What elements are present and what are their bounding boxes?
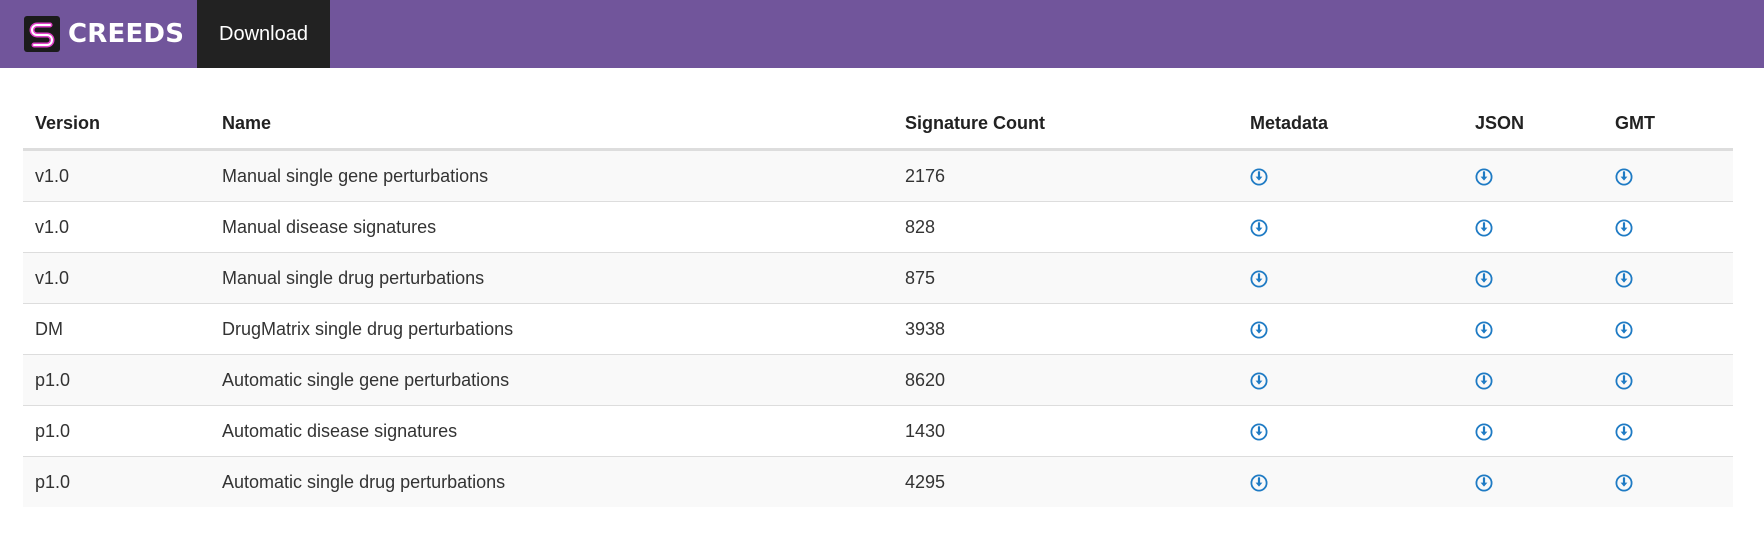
header-gmt: GMT	[1603, 98, 1733, 151]
cell-name: Manual single gene perturbations	[210, 149, 893, 202]
cell-gmt-download	[1603, 252, 1733, 304]
download-gmt-icon[interactable]	[1615, 168, 1633, 186]
navbar: CREEDS Download	[0, 0, 1764, 68]
cell-version: p1.0	[23, 354, 210, 406]
cell-name: Automatic single drug perturbations	[210, 456, 893, 507]
download-json-icon[interactable]	[1475, 168, 1493, 186]
download-json-icon[interactable]	[1475, 270, 1493, 288]
brand-name: CREEDS	[68, 19, 185, 49]
cell-gmt-download	[1603, 303, 1733, 355]
header-metadata: Metadata	[1238, 98, 1463, 151]
cell-name: DrugMatrix single drug perturbations	[210, 303, 893, 355]
download-gmt-icon[interactable]	[1615, 270, 1633, 288]
download-metadata-icon[interactable]	[1250, 270, 1268, 288]
header-version: Version	[23, 98, 210, 151]
cell-version: p1.0	[23, 456, 210, 507]
cell-metadata-download	[1238, 405, 1463, 457]
table-row: p1.0 Automatic disease signatures 1430	[23, 405, 1733, 457]
header-signature-count: Signature Count	[893, 98, 1238, 151]
cell-name: Automatic single gene perturbations	[210, 354, 893, 406]
download-gmt-icon[interactable]	[1615, 474, 1633, 492]
cell-version: v1.0	[23, 252, 210, 304]
download-json-icon[interactable]	[1475, 474, 1493, 492]
cell-version: v1.0	[23, 149, 210, 202]
download-metadata-icon[interactable]	[1250, 372, 1268, 390]
cell-json-download	[1463, 456, 1603, 507]
cell-metadata-download	[1238, 456, 1463, 507]
download-metadata-icon[interactable]	[1250, 168, 1268, 186]
header-json: JSON	[1463, 98, 1603, 151]
download-gmt-icon[interactable]	[1615, 219, 1633, 237]
download-metadata-icon[interactable]	[1250, 219, 1268, 237]
cell-signature-count: 3938	[893, 303, 1238, 355]
cell-metadata-download	[1238, 303, 1463, 355]
table-row: p1.0 Automatic single drug perturbations 4…	[23, 456, 1733, 507]
cell-gmt-download	[1603, 149, 1733, 202]
cell-signature-count: 8620	[893, 354, 1238, 406]
cell-name: Manual single drug perturbations	[210, 252, 893, 304]
download-metadata-icon[interactable]	[1250, 474, 1268, 492]
download-table-container: Version Name Signature Count Metadata JS…	[23, 98, 1733, 507]
table-row: p1.0 Automatic single gene perturbations 8…	[23, 354, 1733, 406]
creeds-logo-icon	[24, 16, 60, 52]
cell-metadata-download	[1238, 201, 1463, 253]
cell-json-download	[1463, 201, 1603, 253]
table-row: v1.0 Manual single drug perturbations 875	[23, 252, 1733, 304]
cell-signature-count: 2176	[893, 149, 1238, 202]
download-json-icon[interactable]	[1475, 219, 1493, 237]
cell-version: DM	[23, 303, 210, 355]
table-row: DM DrugMatrix single drug perturbations 39…	[23, 303, 1733, 355]
table-header-row: Version Name Signature Count Metadata JS…	[23, 98, 1733, 151]
cell-signature-count: 875	[893, 252, 1238, 304]
cell-json-download	[1463, 354, 1603, 406]
cell-json-download	[1463, 303, 1603, 355]
download-gmt-icon[interactable]	[1615, 372, 1633, 390]
download-gmt-icon[interactable]	[1615, 423, 1633, 441]
cell-json-download	[1463, 149, 1603, 202]
cell-signature-count: 1430	[893, 405, 1238, 457]
cell-name: Manual disease signatures	[210, 201, 893, 253]
cell-gmt-download	[1603, 456, 1733, 507]
brand-link[interactable]: CREEDS	[0, 0, 184, 68]
table-row: v1.0 Manual disease signatures 828	[23, 201, 1733, 253]
cell-version: v1.0	[23, 201, 210, 253]
cell-signature-count: 4295	[893, 456, 1238, 507]
download-metadata-icon[interactable]	[1250, 321, 1268, 339]
table-row: v1.0 Manual single gene perturbations 2176	[23, 149, 1733, 202]
cell-version: p1.0	[23, 405, 210, 457]
cell-gmt-download	[1603, 354, 1733, 406]
header-name: Name	[210, 98, 893, 151]
cell-name: Automatic disease signatures	[210, 405, 893, 457]
cell-gmt-download	[1603, 405, 1733, 457]
download-json-icon[interactable]	[1475, 372, 1493, 390]
download-gmt-icon[interactable]	[1615, 321, 1633, 339]
cell-gmt-download	[1603, 201, 1733, 253]
download-table: Version Name Signature Count Metadata JS…	[23, 98, 1733, 507]
nav-download[interactable]: Download	[197, 0, 330, 68]
table-body: v1.0 Manual single gene perturbations 2176…	[23, 149, 1733, 507]
download-json-icon[interactable]	[1475, 321, 1493, 339]
cell-signature-count: 828	[893, 201, 1238, 253]
cell-metadata-download	[1238, 252, 1463, 304]
cell-metadata-download	[1238, 354, 1463, 406]
download-json-icon[interactable]	[1475, 423, 1493, 441]
cell-json-download	[1463, 405, 1603, 457]
cell-metadata-download	[1238, 149, 1463, 202]
cell-json-download	[1463, 252, 1603, 304]
download-metadata-icon[interactable]	[1250, 423, 1268, 441]
